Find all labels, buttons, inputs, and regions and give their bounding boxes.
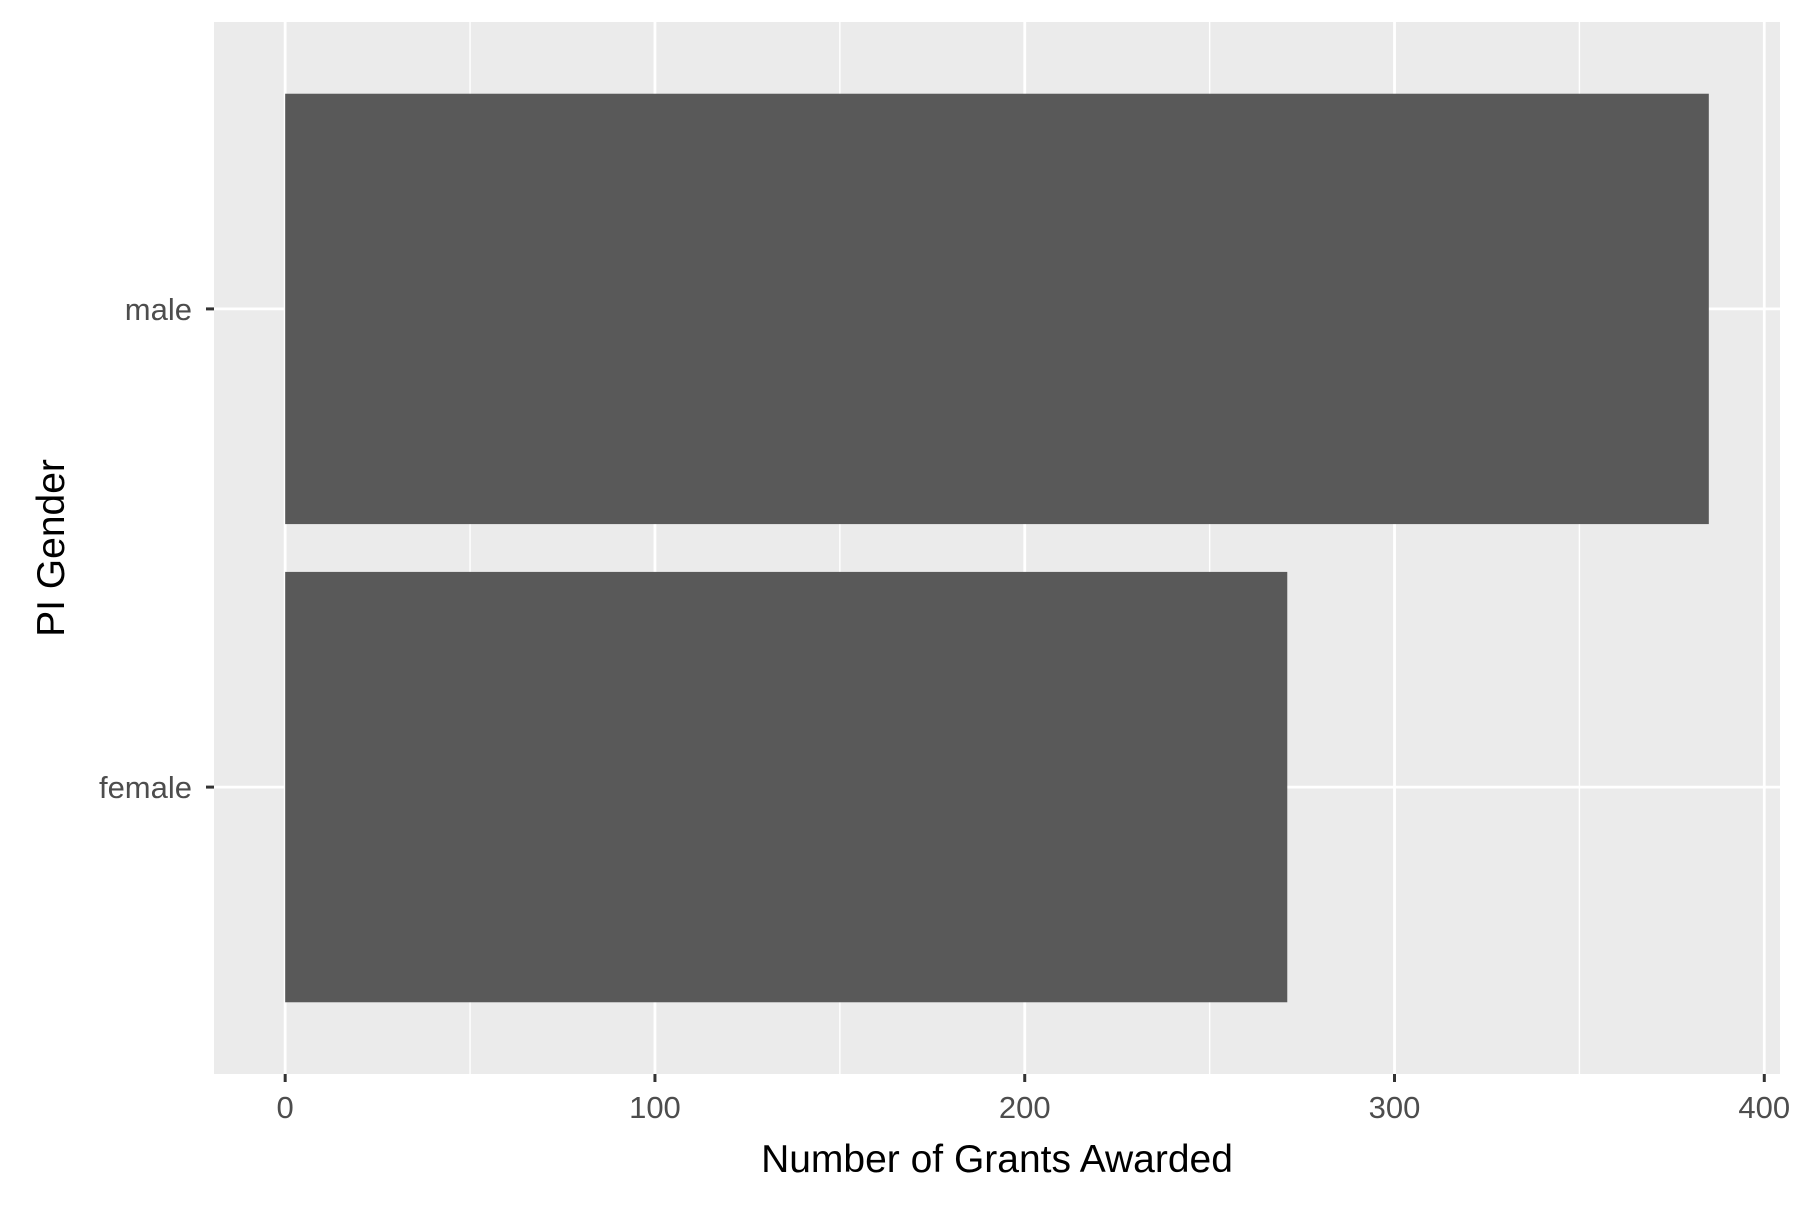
bar-male [285,93,1709,525]
x-axis-title: Number of Grants Awarded [761,1138,1233,1181]
axes: female male 0 100 200 300 400 [99,292,1790,1125]
y-tick-label: male [125,292,192,327]
x-tick-label: 400 [1738,1090,1790,1125]
bars [285,93,1709,1003]
x-tick-label: 200 [999,1090,1051,1125]
y-axis-title: PI Gender [30,459,73,637]
bar-female [285,571,1288,1003]
x-tick-label: 100 [629,1090,681,1125]
x-tick-label: 0 [277,1090,294,1125]
x-tick-label: 300 [1369,1090,1421,1125]
y-tick-label: female [99,770,192,805]
